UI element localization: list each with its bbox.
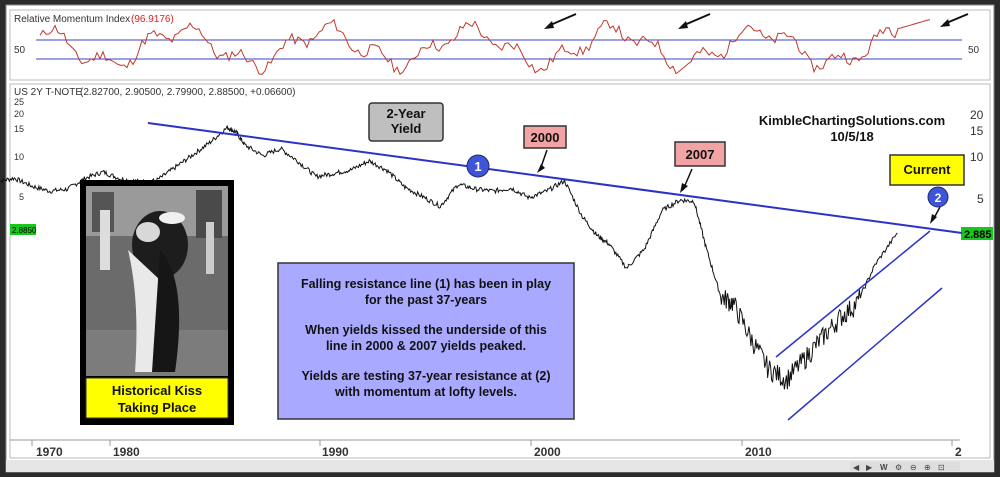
rmi-arrow-3-head xyxy=(940,19,950,27)
x-axis-labels: 1970 1980 1990 2000 2010 2 xyxy=(36,445,962,459)
year-2000-box xyxy=(523,125,567,149)
photo-caption-line1: Historical Kiss xyxy=(112,383,202,398)
x-label-2010: 2010 xyxy=(745,445,772,459)
settings-icon[interactable]: ⚙ xyxy=(895,463,902,472)
right-tick-20: 20 xyxy=(970,108,984,122)
rmi-arrow-2-head xyxy=(678,21,688,29)
info-line4: line in 2000 & 2007 yields peaked. xyxy=(326,339,526,353)
left-tick-5: 5 xyxy=(19,192,24,202)
rmi-left-tick: 50 xyxy=(14,45,26,56)
rmi-line xyxy=(39,18,931,76)
x-label-1980: 1980 xyxy=(113,445,140,459)
scroll-right-icon[interactable]: ▶ xyxy=(866,463,873,472)
left-tick-20: 20 xyxy=(14,109,24,119)
x-label-2020: 2 xyxy=(955,445,962,459)
title-box xyxy=(368,102,444,142)
info-line6: with momentum at lofty levels. xyxy=(334,385,517,399)
price-title: US 2Y T-NOTE xyxy=(14,87,82,98)
arrow-2000-head xyxy=(537,164,545,173)
source-line1: KimbleChartingSolutions.com xyxy=(759,113,945,128)
current-box xyxy=(889,154,965,186)
info-line2: for the past 37-years xyxy=(365,293,487,307)
rmi-panel: Relative Momentum Index (96.9176) 50 50 xyxy=(9,9,991,81)
source-line2: 10/5/18 xyxy=(830,129,873,144)
x-axis-ticks xyxy=(31,440,953,446)
price-line xyxy=(0,125,898,390)
falling-resistance-line xyxy=(147,122,963,234)
rmi-value: (96.9176) xyxy=(131,14,174,25)
left-tick-15: 15 xyxy=(14,124,24,134)
right-tick-15: 15 xyxy=(970,124,984,138)
marker-circle-1 xyxy=(466,154,490,178)
rmi-arrows xyxy=(544,13,969,29)
zoom-fit-icon[interactable]: ⊡ xyxy=(938,463,945,472)
zoom-in-icon[interactable]: ⊕ xyxy=(924,463,931,472)
photo-caption-line2: Taking Place xyxy=(118,400,197,415)
right-price-tag-text: 2.885 xyxy=(964,229,992,241)
channel-lower-line xyxy=(787,287,943,421)
rmi-title: Relative Momentum Index xyxy=(14,14,130,25)
year-2007-box xyxy=(674,141,726,167)
bottom-toolbar[interactable]: ◀ ▶ W ⚙ ⊖ ⊕ ⊡ xyxy=(6,460,994,472)
left-tick-10: 10 xyxy=(14,152,24,162)
marker-circle-2 xyxy=(927,186,949,208)
x-label-1990: 1990 xyxy=(322,445,349,459)
info-line3: When yields kissed the underside of this xyxy=(305,323,547,337)
marker-circle-2-label: 2 xyxy=(935,191,942,205)
toolbar-icons-area xyxy=(850,462,960,471)
rmi-right-tick: 50 xyxy=(968,45,980,56)
right-price-tag xyxy=(961,227,993,240)
current-label: Current xyxy=(904,162,952,177)
arrow-2007-head xyxy=(680,183,688,193)
scrollbar-track[interactable] xyxy=(6,460,994,472)
marker-circle-1-label: 1 xyxy=(474,159,481,174)
x-label-2000: 2000 xyxy=(534,445,561,459)
info-line5: Yields are testing 37-year resistance at… xyxy=(302,369,551,383)
title-box-line1: 2-Year xyxy=(386,106,425,121)
arrow-current-head xyxy=(930,214,937,224)
left-price-tag-text: 2.8850 xyxy=(12,226,37,235)
weekly-w-icon[interactable]: W xyxy=(880,463,888,472)
info-box xyxy=(277,262,575,420)
right-tick-5: 5 xyxy=(977,192,984,206)
scroll-left-icon[interactable]: ◀ xyxy=(853,463,860,472)
channel-upper-line xyxy=(775,230,931,358)
info-line1: Falling resistance line (1) has been in … xyxy=(301,277,551,291)
year-2007-label: 2007 xyxy=(686,147,715,162)
price-ohlc: (2.82700, 2.90500, 2.79900, 2.88500, +0.… xyxy=(80,87,295,98)
x-label-1970: 1970 xyxy=(36,445,63,459)
left-price-tag xyxy=(10,224,36,235)
rmi-panel-frame xyxy=(9,9,991,81)
zoom-out-icon[interactable]: ⊖ xyxy=(910,463,917,472)
right-tick-10: 10 xyxy=(970,150,984,164)
title-box-line2: Yield xyxy=(391,121,422,136)
left-tick-25: 25 xyxy=(14,97,24,107)
year-2000-label: 2000 xyxy=(531,130,560,145)
photo-caption-box xyxy=(85,377,229,419)
historical-kiss-photo xyxy=(86,186,228,376)
rmi-arrow-1-head xyxy=(544,21,554,29)
